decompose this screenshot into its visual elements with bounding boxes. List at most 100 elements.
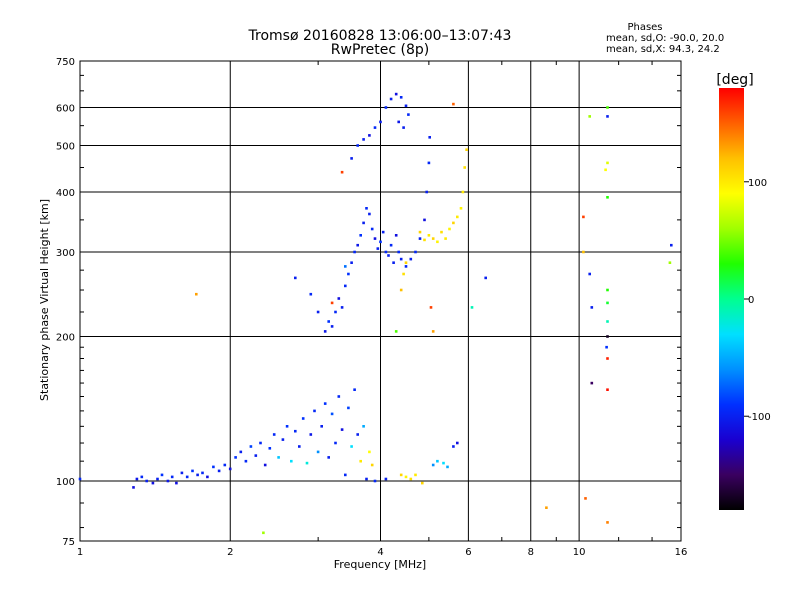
data-point <box>344 284 347 288</box>
y-tick-label: 200 <box>56 333 75 344</box>
data-point <box>368 212 371 216</box>
data-point <box>418 230 422 234</box>
data-point <box>365 207 368 210</box>
data-point <box>431 463 435 467</box>
data-point <box>350 157 353 160</box>
data-point <box>212 465 215 469</box>
data-point <box>334 310 337 314</box>
data-point <box>316 450 320 454</box>
y-axis: 75 100 200 300 400 500 600 750 <box>56 57 681 548</box>
data-point <box>239 450 243 454</box>
data-point <box>606 288 609 292</box>
data-point <box>582 215 585 219</box>
data-point <box>431 237 435 240</box>
data-point <box>590 306 594 309</box>
data-point <box>440 230 443 234</box>
data-point <box>268 447 272 450</box>
data-point <box>309 433 313 436</box>
data-point <box>606 357 609 360</box>
data-point <box>428 136 431 139</box>
data-point <box>132 486 135 489</box>
x-tick-label: 1 <box>77 547 83 558</box>
data-point <box>228 467 232 471</box>
data-point <box>425 190 428 194</box>
data-point <box>370 227 374 231</box>
data-point <box>244 459 248 463</box>
data-point <box>590 381 594 385</box>
data-point <box>373 126 377 129</box>
data-point <box>373 237 377 240</box>
phase-stats-o: mean, sd,O: -90.0, 20.0 <box>606 33 724 44</box>
data-point <box>362 138 365 141</box>
y-tick-label: 750 <box>56 57 75 68</box>
data-point <box>452 445 455 448</box>
data-point <box>409 257 413 261</box>
chart-subtitle: RwPretec (8p) <box>331 42 429 58</box>
data-point <box>78 477 82 481</box>
data-point <box>140 475 144 479</box>
data-point <box>606 521 609 524</box>
data-point <box>301 417 305 420</box>
data-point <box>431 330 435 333</box>
data-point <box>582 250 585 254</box>
y-tick-label: 600 <box>56 104 75 115</box>
data-point <box>394 330 398 333</box>
data-point <box>344 473 347 477</box>
data-point <box>429 306 433 309</box>
y-tick-label: 500 <box>56 142 75 153</box>
data-point <box>195 292 198 296</box>
data-point <box>484 276 487 280</box>
data-point <box>330 412 334 416</box>
colorbar-ticks: 100 0 -100 <box>744 178 771 423</box>
data-point <box>444 237 447 240</box>
data-point <box>166 479 170 483</box>
data-point <box>606 161 609 165</box>
data-point <box>347 406 350 410</box>
data-point <box>399 96 403 99</box>
data-point <box>442 461 445 465</box>
y-tick-label: 300 <box>56 248 75 259</box>
data-point <box>606 106 609 109</box>
data-point <box>201 471 204 475</box>
data-point <box>330 301 334 305</box>
x-tick-label: 6 <box>465 547 471 558</box>
data-point <box>399 473 403 477</box>
data-point <box>323 402 327 405</box>
data-point <box>180 471 184 475</box>
data-point <box>606 320 609 323</box>
data-point <box>290 459 293 463</box>
data-point <box>448 227 451 231</box>
data-point <box>423 238 426 242</box>
x-tick-label: 4 <box>377 547 383 558</box>
data-point <box>340 306 344 309</box>
chart-title: Tromsø 20160828 13:06:00–13:07:43 <box>248 28 512 44</box>
data-point <box>389 243 393 247</box>
y-tick-label: 75 <box>62 537 75 548</box>
data-point <box>334 441 337 445</box>
data-point <box>356 433 359 436</box>
data-point <box>397 250 400 254</box>
data-point <box>606 301 609 305</box>
data-point <box>298 445 301 448</box>
data-point <box>191 469 194 473</box>
colorbar-tick-label: 100 <box>748 178 767 189</box>
data-point <box>327 456 330 459</box>
data-point <box>316 310 320 314</box>
data-point <box>670 243 673 247</box>
data-point <box>394 92 398 96</box>
plot-frame <box>79 60 682 542</box>
data-point <box>404 104 408 108</box>
data-point <box>196 473 199 477</box>
colorbar <box>719 88 744 510</box>
data-point <box>294 429 297 433</box>
data-point <box>404 475 408 479</box>
data-point <box>365 477 368 481</box>
data-point <box>389 97 393 101</box>
data-point <box>376 247 380 250</box>
data-point <box>379 120 382 124</box>
data-point <box>347 272 350 276</box>
data-point <box>305 461 309 465</box>
data-point <box>588 115 591 118</box>
data-point <box>373 479 377 483</box>
data-point <box>470 306 474 309</box>
